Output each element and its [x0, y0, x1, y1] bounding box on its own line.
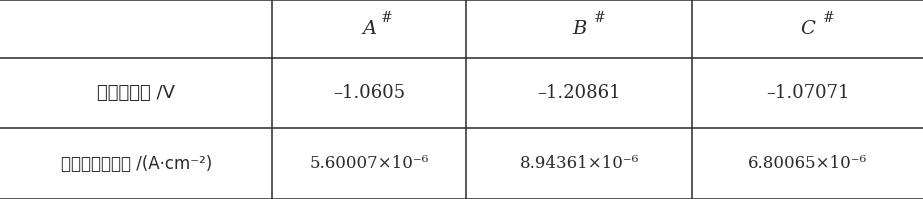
Text: –1.07071: –1.07071: [766, 84, 849, 102]
Text: A: A: [362, 20, 377, 38]
Text: 8.94361×10⁻⁶: 8.94361×10⁻⁶: [520, 155, 639, 172]
Text: #: #: [381, 12, 392, 25]
Text: #: #: [593, 12, 605, 25]
Text: 6.80065×10⁻⁶: 6.80065×10⁻⁶: [748, 155, 868, 172]
Text: C: C: [800, 20, 815, 38]
Text: B: B: [572, 20, 586, 38]
Text: #: #: [822, 12, 834, 25]
Text: –1.20861: –1.20861: [537, 84, 621, 102]
Text: 自腥蚀电压 /V: 自腥蚀电压 /V: [97, 84, 175, 102]
Text: –1.0605: –1.0605: [333, 84, 405, 102]
Text: 自腥蚀电流密度 /(A·cm⁻²): 自腥蚀电流密度 /(A·cm⁻²): [61, 155, 211, 173]
Text: 5.60007×10⁻⁶: 5.60007×10⁻⁶: [309, 155, 429, 172]
